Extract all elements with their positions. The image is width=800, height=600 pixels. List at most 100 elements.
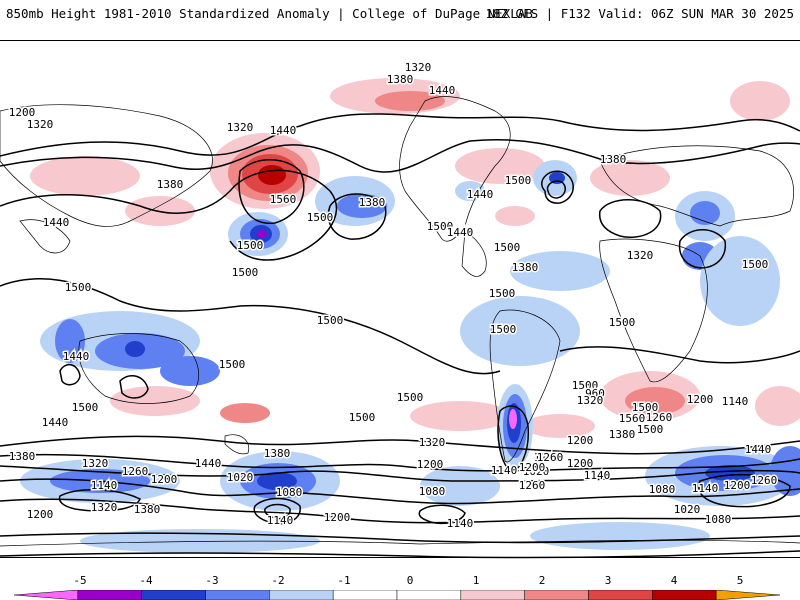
anomaly-region <box>30 156 140 196</box>
colorbar-tick-label: 4 <box>670 574 678 587</box>
contour-label: 1500 <box>237 239 264 252</box>
height-contour <box>0 532 800 544</box>
height-contour <box>59 364 81 386</box>
anomaly-region <box>220 403 270 423</box>
colorbar-segment <box>652 590 717 600</box>
anomaly-region <box>110 386 200 416</box>
contour-label: 1500 <box>632 401 659 414</box>
contour-label: 1380 <box>9 450 36 463</box>
contour-label: 1440 <box>467 188 494 201</box>
colorbar-segment <box>141 590 206 600</box>
anomaly-region <box>730 81 790 121</box>
contour-label: 1560 <box>270 193 297 206</box>
contour-label: 1500 <box>72 401 99 414</box>
contour-label: 1440 <box>195 457 222 470</box>
contour-label: 1140 <box>267 514 294 527</box>
contour-label: 1320 <box>227 121 254 134</box>
coastline <box>0 104 213 227</box>
contour-label: 1200 <box>324 511 351 524</box>
colorbar-segment <box>588 590 653 600</box>
coastline <box>19 219 71 254</box>
contour-label: 1320 <box>627 249 654 262</box>
contour-label: 1440 <box>42 416 69 429</box>
contour-label: 1200 <box>9 106 36 119</box>
contour-label: 1380 <box>512 261 539 274</box>
contour-label: 1500 <box>317 314 344 327</box>
contour-label: 1500 <box>397 391 424 404</box>
contour-label: 1260 <box>519 479 546 492</box>
height-contour <box>253 497 301 525</box>
colorbar-tick-label: -4 <box>139 574 153 587</box>
contour-label: 1140 <box>447 517 474 530</box>
contour-label: 1080 <box>419 485 446 498</box>
height-contours <box>0 113 800 559</box>
coastline <box>489 309 561 463</box>
contour-label: 1260 <box>751 474 778 487</box>
height-contour <box>264 503 291 520</box>
coastline <box>399 96 511 242</box>
height-contour <box>0 138 800 173</box>
contour-label: 1440 <box>745 443 772 456</box>
anomaly-region <box>420 466 500 506</box>
colorbar-tick-label: 5 <box>736 574 744 587</box>
anomaly-region <box>530 522 710 550</box>
colorbar-segment <box>205 590 270 600</box>
coastlines <box>0 96 800 547</box>
anomaly-region <box>375 91 445 111</box>
contour-label: 1140 <box>692 482 719 495</box>
contour-label: 1140 <box>584 469 611 482</box>
anomaly-region <box>510 251 610 291</box>
anomaly-region <box>549 172 565 184</box>
contour-label: 1500 <box>219 358 246 371</box>
contour-label: 1080 <box>705 513 732 526</box>
contour-label: 1500 <box>489 287 516 300</box>
anomaly-region <box>755 386 800 426</box>
contour-label: 1380 <box>134 503 161 516</box>
height-contour <box>0 550 800 559</box>
contour-label: 1500 <box>65 281 92 294</box>
colorbar <box>14 590 780 600</box>
anomaly-region <box>509 409 517 429</box>
anomaly-region <box>455 181 485 201</box>
height-contour <box>598 199 662 238</box>
colorbar-tick-label: 2 <box>538 574 546 587</box>
anomaly-map: 1320 1380 1440 1200 1320 1320 1440 1380 1560 1380… <box>0 40 800 559</box>
anomaly-region <box>125 341 145 357</box>
contour-label: 1380 <box>600 153 627 166</box>
contour-label: 1020 <box>227 471 254 484</box>
contour-label: 1020 <box>674 503 701 516</box>
contour-label: 1200 <box>151 473 178 486</box>
height-contour <box>497 405 529 472</box>
model-run-info: 18Z GFS | F132 Valid: 06Z SUN MAR 30 202… <box>485 6 794 21</box>
contour-label: 1200 <box>687 393 714 406</box>
contour-label: 1140 <box>534 451 561 464</box>
contour-label: 1140 <box>91 479 118 492</box>
contour-label: 1140 <box>491 464 518 477</box>
contour-label: 960 <box>585 387 605 400</box>
contour-label: 1500 <box>609 316 636 329</box>
height-contour <box>0 113 800 157</box>
contour-label: 1380 <box>264 447 291 460</box>
height-contour <box>559 346 800 364</box>
coastline <box>78 333 199 404</box>
contour-label: 1320 <box>82 457 109 470</box>
colorbar-tick-label: 3 <box>604 574 612 587</box>
height-contour <box>0 453 800 472</box>
anomaly-region <box>160 356 220 386</box>
contour-label: 1200 <box>567 434 594 447</box>
anomaly-region <box>625 387 685 415</box>
anomaly-region <box>55 319 85 363</box>
contour-label: 1080 <box>649 483 676 496</box>
colorbar-segment <box>715 590 780 600</box>
anomaly-region <box>455 148 545 184</box>
contour-label: 1500 <box>427 220 454 233</box>
colorbar-segment <box>524 590 589 600</box>
anomaly-region <box>590 160 670 196</box>
height-contour <box>0 435 800 455</box>
anomaly-region <box>460 296 580 366</box>
anomaly-region <box>410 401 510 431</box>
colorbar-segment <box>77 590 142 600</box>
contour-label: 1260 <box>646 411 673 424</box>
contour-label: 1320 <box>27 118 54 131</box>
